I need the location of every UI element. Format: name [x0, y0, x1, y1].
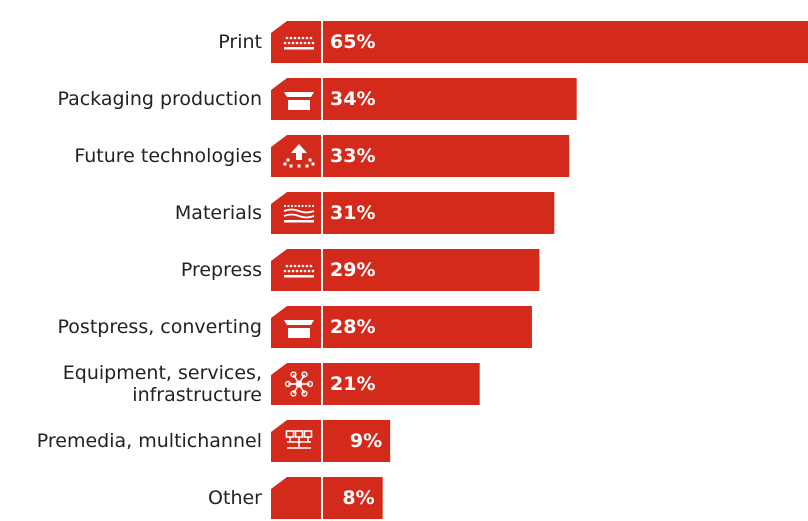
upload-cloud-icon	[271, 135, 321, 177]
bar	[323, 249, 540, 291]
category-label: Print	[218, 31, 262, 53]
value-label: 34%	[330, 88, 375, 110]
category-label: Future technologies	[74, 145, 262, 167]
icon-tile	[271, 477, 321, 519]
category-label: Premedia, multichannel	[37, 430, 262, 452]
value-label: 21%	[330, 373, 375, 395]
value-label: 65%	[330, 31, 375, 53]
icon-tile	[271, 78, 321, 120]
blank-icon	[271, 477, 321, 519]
bar	[323, 420, 391, 462]
category-label-line: Equipment, services,	[63, 362, 262, 384]
icon-tile	[271, 306, 321, 348]
category-label: Other	[208, 487, 262, 509]
bar	[323, 363, 480, 405]
value-label: 8%	[342, 487, 374, 509]
multichannel-tree-icon	[271, 420, 321, 462]
category-label: Prepress	[181, 259, 262, 281]
value-label: 31%	[330, 202, 375, 224]
bar	[323, 192, 555, 234]
box-icon	[271, 78, 321, 120]
bar	[323, 78, 577, 120]
bar	[323, 135, 570, 177]
value-label: 33%	[330, 145, 375, 167]
bar	[323, 477, 383, 519]
category-label: Packaging production	[57, 88, 262, 110]
value-label: 29%	[330, 259, 375, 281]
network-hub-icon	[271, 363, 321, 405]
icon-tile	[271, 420, 321, 462]
category-label: Materials	[175, 202, 262, 224]
bar	[323, 21, 808, 63]
material-layers-icon	[271, 192, 321, 234]
icon-tile	[271, 21, 321, 63]
category-label: Postpress, converting	[58, 316, 262, 338]
printer-icon	[271, 249, 321, 291]
value-label: 28%	[330, 316, 375, 338]
icon-tile	[271, 192, 321, 234]
icon-tile	[271, 249, 321, 291]
box-icon	[271, 306, 321, 348]
category-label: Equipment, services, infrastructure	[63, 362, 262, 406]
printer-icon	[271, 21, 321, 63]
value-label: 9%	[350, 430, 382, 452]
category-label-line: infrastructure	[132, 384, 262, 406]
bar	[323, 306, 532, 348]
